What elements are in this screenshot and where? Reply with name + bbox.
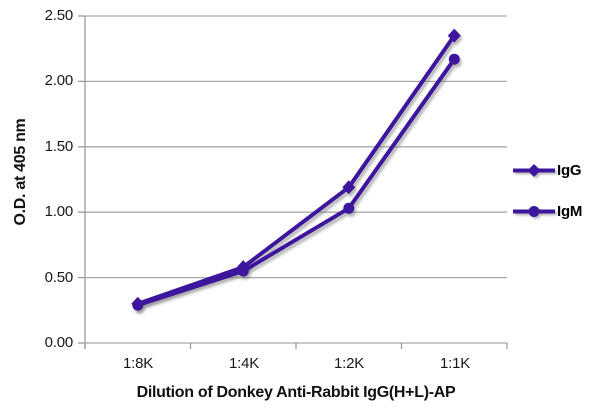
legend: IgG IgM	[513, 0, 599, 416]
x-tick-label-1-1k: 1:1K	[439, 355, 471, 372]
y-tick-label-1-00: 1.00	[44, 203, 74, 220]
igg-diamond-marker-icon	[513, 163, 555, 177]
igm-circle-marker-icon	[513, 205, 555, 217]
x-tick-label-1-4k: 1:4K	[228, 355, 260, 372]
x-tick-label-1-8k: 1:8K	[122, 355, 154, 372]
y-tick-label-0-50: 0.50	[44, 269, 74, 286]
y-tick-label-1-50: 1.50	[44, 138, 74, 155]
legend-label-igm: IgM	[557, 202, 583, 220]
legend-item-igm: IgM	[513, 202, 583, 220]
legend-item-igg: IgG	[513, 161, 582, 179]
y-tick-label-2-50: 2.50	[44, 7, 74, 24]
x-tick-label-1-2k: 1:2K	[333, 355, 365, 372]
legend-label-igg: IgG	[557, 161, 582, 179]
y-axis-title: O.D. at 405 nm	[12, 118, 29, 226]
y-tick-label-0-00: 0.00	[44, 334, 74, 351]
x-axis-title: Dilution of Donkey Anti-Rabbit IgG(H+L)-…	[136, 384, 456, 401]
y-tick-label-2-00: 2.00	[44, 72, 74, 89]
